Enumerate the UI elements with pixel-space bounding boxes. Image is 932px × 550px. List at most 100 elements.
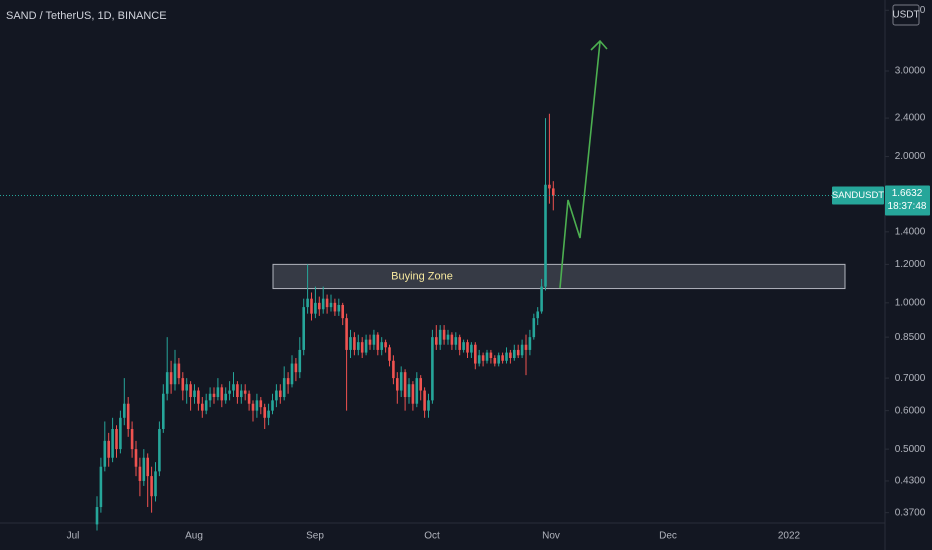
candle-body bbox=[321, 298, 325, 310]
candle-body bbox=[314, 302, 317, 314]
candle-body bbox=[474, 344, 477, 364]
candle-body bbox=[232, 384, 235, 391]
candle-body bbox=[282, 378, 286, 398]
candle-body bbox=[130, 429, 134, 450]
candle-body bbox=[173, 363, 177, 385]
candle-body bbox=[115, 429, 118, 450]
candle-body bbox=[552, 188, 555, 196]
candle-body bbox=[306, 298, 309, 308]
currency-box[interactable] bbox=[892, 4, 920, 26]
candle-body bbox=[275, 390, 278, 401]
y-tick-label: 2.0000 bbox=[895, 151, 926, 162]
x-tick-label: Nov bbox=[542, 531, 560, 542]
x-tick-label: 2022 bbox=[778, 531, 801, 542]
candle-body bbox=[279, 390, 282, 398]
candle-body bbox=[489, 352, 493, 359]
currency: USDT bbox=[892, 10, 919, 21]
candle-body bbox=[544, 184, 547, 287]
candle-body bbox=[333, 302, 337, 312]
candle-body bbox=[384, 342, 387, 348]
y-tick-label: 1.2000 bbox=[895, 259, 926, 270]
candle-body bbox=[536, 311, 539, 319]
candle-body bbox=[290, 363, 294, 385]
symbol-label: SANDUSDT bbox=[832, 190, 884, 201]
y-tick-label: 3.0000 bbox=[895, 66, 926, 77]
candle-body bbox=[107, 440, 110, 458]
candle-body bbox=[501, 355, 504, 361]
candle-body bbox=[337, 304, 341, 312]
candle-body bbox=[419, 378, 422, 391]
buying-zone bbox=[272, 263, 846, 290]
candle-body bbox=[208, 393, 212, 401]
candle-body bbox=[259, 400, 263, 408]
candle-body bbox=[298, 349, 302, 373]
projection-arrow bbox=[559, 39, 608, 289]
x-tick-label: Sep bbox=[306, 531, 324, 542]
y-tick-label: 0.7000 bbox=[895, 373, 926, 384]
candle-body bbox=[138, 466, 142, 481]
candle-body bbox=[123, 403, 126, 418]
candle-body bbox=[388, 347, 391, 361]
candle-body bbox=[99, 466, 103, 508]
candle-body bbox=[294, 363, 298, 373]
candle-body bbox=[505, 352, 508, 361]
candle-body bbox=[415, 378, 419, 404]
candle-body bbox=[212, 393, 216, 398]
candle-body bbox=[95, 507, 99, 525]
y-tick-label: 2.4000 bbox=[895, 113, 926, 124]
candle-body bbox=[516, 349, 520, 356]
candle-body bbox=[431, 337, 434, 401]
candle-body bbox=[411, 384, 415, 404]
candle-body bbox=[438, 329, 442, 345]
candle-body bbox=[392, 360, 395, 379]
candle-body bbox=[216, 387, 220, 398]
candle-body bbox=[103, 440, 107, 467]
symbol-label-box bbox=[832, 186, 884, 205]
y-tick-label: 1.4000 bbox=[895, 226, 926, 237]
candle-body bbox=[458, 337, 461, 350]
candle-body bbox=[372, 334, 376, 345]
candle-body bbox=[376, 334, 380, 350]
candle-body bbox=[396, 378, 399, 391]
candle-body bbox=[341, 304, 344, 319]
candle-body bbox=[325, 298, 329, 308]
candle-body bbox=[302, 307, 305, 350]
candle-body bbox=[263, 407, 266, 418]
candle-body bbox=[353, 337, 356, 350]
candle-body bbox=[224, 393, 227, 401]
candle-body bbox=[329, 302, 333, 308]
candle-body bbox=[150, 476, 153, 497]
candle-body bbox=[450, 334, 454, 345]
candle-body bbox=[255, 400, 259, 411]
candle-body bbox=[427, 400, 430, 411]
candle-body bbox=[446, 334, 450, 340]
candle-body bbox=[528, 337, 532, 350]
candle-body bbox=[286, 378, 290, 385]
candle-body bbox=[185, 384, 188, 391]
y-tick-label: 0.3700 bbox=[895, 507, 926, 518]
price-label-box bbox=[885, 185, 930, 216]
candle-body bbox=[520, 344, 524, 356]
candle-body bbox=[310, 298, 313, 314]
x-tick-label: Jul bbox=[67, 531, 80, 542]
candle-body bbox=[477, 355, 481, 364]
candle-body bbox=[220, 387, 224, 401]
candle-body bbox=[349, 337, 352, 350]
zone-label: Buying Zone bbox=[391, 270, 453, 282]
candle-body bbox=[197, 390, 200, 404]
candle-body bbox=[357, 342, 360, 350]
candle-body bbox=[540, 286, 543, 312]
candle-body bbox=[318, 302, 321, 310]
candle-body bbox=[204, 400, 208, 411]
candle-body bbox=[193, 390, 196, 398]
chart-title: SAND / TetherUS, 1D, BINANCE bbox=[6, 10, 167, 22]
candle-body bbox=[497, 355, 500, 364]
candle-body bbox=[442, 329, 446, 340]
candle-body bbox=[158, 429, 161, 472]
candle-body bbox=[181, 378, 185, 391]
candle-body bbox=[345, 318, 348, 350]
y-tick-label: 0.8500 bbox=[895, 332, 926, 343]
candle-body bbox=[509, 352, 512, 359]
y-tick-label: 0.6000 bbox=[895, 405, 926, 416]
